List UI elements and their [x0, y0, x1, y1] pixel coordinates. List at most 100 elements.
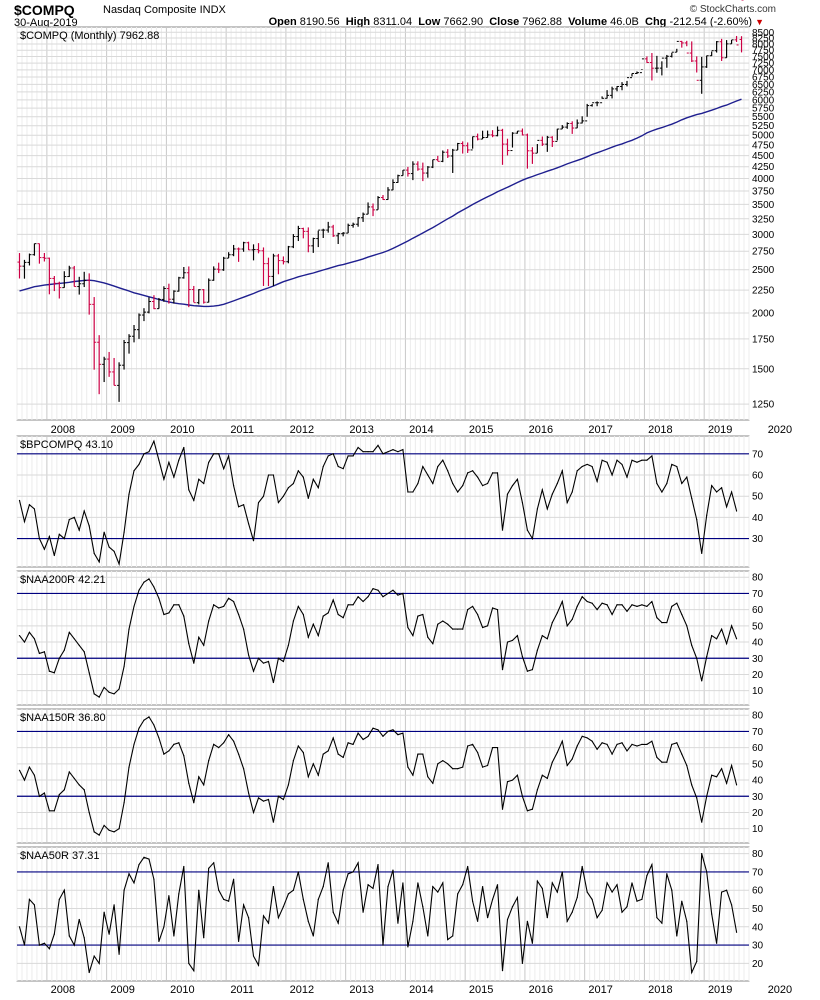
indicator-point — [631, 604, 633, 606]
indicator-point — [506, 781, 509, 783]
indicator-point — [158, 459, 160, 461]
ohlc-bar — [361, 212, 366, 222]
brand-text: © StockCharts.com — [689, 4, 776, 15]
indicator-point — [472, 605, 474, 608]
ohlc-bar — [460, 141, 465, 154]
indicator-point — [651, 740, 653, 742]
indicator-point — [63, 537, 65, 540]
indicator-point — [307, 776, 309, 778]
indicator-point — [312, 763, 314, 765]
indicator-point — [661, 922, 663, 924]
indicator-point — [287, 784, 289, 786]
indicator-point — [611, 474, 613, 476]
indicator-point — [392, 869, 394, 871]
ohlc-bar — [719, 38, 724, 61]
high-label: High — [345, 16, 371, 28]
ohlc-bar — [704, 55, 709, 68]
indicator-point — [287, 644, 289, 646]
indicator-point — [686, 625, 688, 627]
x-tick-label: 2013 — [349, 984, 373, 996]
ohlc-bar — [261, 247, 266, 286]
x-tick-label: 2010 — [170, 424, 194, 436]
indicator-point — [198, 636, 200, 638]
indicator-point — [242, 628, 245, 630]
ohlc-bar — [107, 351, 112, 377]
indicator-point — [108, 933, 110, 935]
open-label: Open — [268, 16, 297, 28]
indicator-point — [621, 742, 623, 744]
indicator-point — [656, 917, 658, 919]
ohlc-bar — [485, 130, 490, 139]
x-tick-label: 2014 — [409, 984, 433, 996]
ohlc-bar — [146, 297, 151, 314]
indicator-point — [621, 463, 623, 466]
indicator-point — [661, 622, 663, 624]
indicator-point — [372, 727, 374, 729]
indicator-point — [392, 448, 394, 451]
y-tick-label: 20 — [752, 808, 764, 819]
ohlc-bar — [435, 155, 440, 162]
indicator-point — [417, 882, 419, 884]
indicator-point — [671, 605, 673, 608]
indicator-point — [656, 756, 658, 758]
indicator-point — [706, 656, 708, 658]
ohlc-bar — [595, 101, 600, 107]
indicator-point — [218, 607, 220, 609]
close-value: 7962.88 — [522, 16, 563, 28]
close-label: Close — [489, 16, 520, 28]
ohlc-bar — [654, 55, 659, 73]
ohlc-bar — [440, 150, 445, 163]
ohlc-bar — [366, 202, 371, 215]
ohlc-bar — [475, 133, 480, 141]
x-tick-label: 2011 — [230, 984, 254, 996]
indicator-point — [98, 834, 100, 836]
indicator-point — [432, 782, 434, 784]
indicator-point — [103, 686, 105, 689]
ohlc-bar — [590, 102, 595, 107]
indicator-point — [148, 578, 150, 580]
ohlc-bar — [57, 281, 62, 299]
indicator-point — [322, 615, 324, 617]
indicator-point — [337, 465, 339, 468]
indicator-point — [586, 737, 588, 739]
indicator-point — [601, 459, 603, 461]
indicator-point — [138, 463, 140, 466]
indicator-point — [93, 831, 95, 833]
indicator-point — [237, 613, 240, 616]
indicator-point — [282, 495, 285, 497]
indicator-point — [561, 871, 563, 873]
ohlc-bar — [47, 257, 52, 295]
indicator-point — [681, 753, 683, 755]
indicator-point — [437, 623, 439, 625]
indicator-point — [611, 753, 613, 755]
indicator-point — [183, 615, 185, 617]
y-tick-label: 4250 — [752, 162, 775, 173]
indicator-point — [158, 940, 160, 943]
indicator-point — [636, 605, 638, 608]
indicator-point — [536, 508, 538, 510]
indicator-point — [188, 489, 190, 491]
indicator-point — [551, 622, 553, 624]
panel-1: 1250 1500 1750 2000 2250 2500 2750 3000 3250 3500… — [16, 0, 775, 421]
indicator-point — [38, 652, 41, 654]
indicator-point — [138, 589, 140, 591]
indicator-point — [178, 459, 180, 461]
ohlc-bar — [62, 271, 67, 289]
indicator-point — [481, 885, 484, 888]
indicator-point — [203, 937, 205, 939]
indicator-point — [606, 461, 608, 463]
ohlc-bar — [286, 245, 291, 264]
panel-title: $NAA150R 36.80 — [20, 712, 106, 724]
indicator-point — [148, 858, 150, 860]
indicator-point — [686, 920, 688, 922]
indicator-point — [307, 636, 309, 638]
indicator-point — [730, 625, 733, 627]
indicator-point — [447, 763, 449, 765]
x-tick-label: 2012 — [290, 984, 314, 996]
indicator-point — [103, 911, 105, 913]
indicator-point — [73, 516, 75, 518]
indicator-point — [23, 779, 26, 781]
indicator-point — [481, 626, 484, 629]
indicator-point — [486, 917, 489, 919]
indicator-point — [472, 470, 474, 472]
